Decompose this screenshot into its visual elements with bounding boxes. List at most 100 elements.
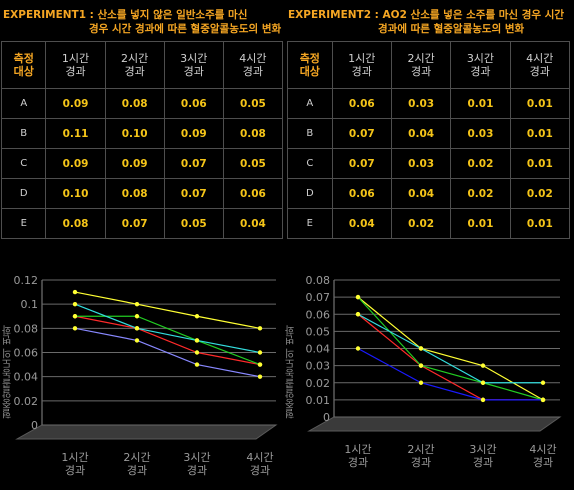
row-label: C [287, 148, 333, 179]
x-tick-label: 3시간 경과 [183, 451, 210, 477]
table-cell: 0.06 [222, 178, 284, 209]
table-cell: 0.02 [450, 178, 511, 209]
table-row: D 0.06 0.04 0.02 0.02 [287, 178, 571, 209]
data-point [418, 363, 424, 368]
series-line [357, 313, 543, 384]
data-point [257, 350, 263, 355]
table-cell: 0.11 [45, 118, 106, 149]
table-cell: 0.01 [450, 208, 511, 239]
x-tick-label: 4시간 경과 [529, 443, 556, 469]
table-row: B 0.11 0.10 0.09 0.08 [0, 118, 284, 149]
x-tick-label: 1시간 경과 [344, 443, 371, 469]
table-cell: 0.09 [163, 118, 224, 149]
table-cell: 0.05 [222, 148, 284, 179]
table-cell: 0.04 [331, 208, 392, 239]
table-row: C 0.09 0.09 0.07 0.05 [0, 148, 284, 179]
data-point [134, 326, 140, 331]
series-line [74, 327, 261, 378]
data-point [480, 363, 486, 368]
table-header-cell: 1시간 경과 [45, 41, 106, 89]
x-tick-label: 1시간 경과 [61, 451, 88, 477]
data-point [355, 312, 361, 317]
experiment1-title: EXPERIMENT1 : 산소를 넣지 않은 일반소주를 마신 경우 시간 경… [3, 8, 281, 36]
data-point [72, 289, 78, 295]
table-cell: 0.01 [509, 118, 571, 149]
x-tick-label: 2시간 경과 [123, 451, 150, 477]
y-tick-label: 0.04 [14, 371, 39, 384]
table-cell: 0.08 [104, 178, 165, 209]
experiment1-title-line2: 경우 시간 경과에 따른 혈중알콜농도의 변화 [89, 23, 282, 35]
table-header-cell: 4시간 경과 [509, 41, 571, 89]
data-point [257, 374, 263, 379]
table-header-row: 측정 대상 1시간 경과 2시간 경과 3시간 경과 4시간 경과 [0, 41, 284, 89]
series-line [74, 303, 261, 354]
data-point [134, 301, 140, 307]
table-header-cell: 측정 대상 [287, 41, 333, 89]
table-row: C 0.07 0.03 0.02 0.01 [287, 148, 571, 179]
row-label: A [287, 88, 333, 119]
table-cell: 0.03 [390, 148, 452, 179]
experiment2-chart: 0 0.01 0.02 0.03 0.04 0.05 0.06 0.07 0.08 1시간 경과 2시… [306, 274, 562, 469]
series-line [357, 347, 543, 401]
table-row: E 0.04 0.02 0.01 0.01 [287, 208, 571, 239]
series-line [74, 291, 261, 329]
y-tick-label: 0.02 [306, 377, 331, 390]
table-row: B 0.07 0.04 0.03 0.01 [287, 118, 571, 149]
row-label: A [0, 88, 47, 119]
y-tick-label: 0 [31, 419, 38, 432]
data-point [257, 326, 263, 331]
table-header-cell: 3시간 경과 [450, 41, 511, 89]
y-tick-label: 0.1 [21, 298, 39, 311]
table-row: A 0.06 0.03 0.01 0.01 [287, 88, 571, 119]
y-tick-label: 0.06 [14, 347, 39, 360]
table-cell: 0.04 [222, 208, 284, 239]
table-row: A 0.09 0.08 0.06 0.05 [0, 88, 284, 119]
y-tick-label: 0.03 [306, 360, 331, 373]
row-label: E [287, 208, 333, 239]
chart2-ylabel: 혈중알콜농도의 변화 [286, 325, 297, 419]
data-point [134, 338, 140, 343]
data-point [418, 380, 424, 385]
chart-floor [15, 424, 278, 440]
table-header-row: 측정 대상 1시간 경과 2시간 경과 3시간 경과 4시간 경과 [287, 41, 571, 89]
table-cell: 0.04 [390, 118, 452, 149]
table-cell: 0.08 [104, 88, 165, 119]
row-label: B [287, 118, 333, 149]
table-cell: 0.07 [104, 208, 165, 239]
data-point [72, 301, 78, 307]
y-tick-label: 0.04 [306, 343, 331, 356]
table-cell: 0.02 [509, 178, 571, 209]
table-row: D 0.10 0.08 0.07 0.06 [0, 178, 284, 209]
series-line [74, 315, 261, 366]
row-label: D [0, 178, 47, 209]
data-point [194, 350, 200, 355]
data-point [134, 314, 140, 319]
table-header-cell: 1시간 경과 [331, 41, 392, 89]
row-label: B [0, 118, 47, 149]
chart1-ylabel: 혈중알콜농도의 변화 [3, 325, 14, 419]
table-cell: 0.06 [331, 178, 392, 209]
table-cell: 0.09 [45, 88, 106, 119]
data-point [257, 362, 263, 367]
table-row: E 0.08 0.07 0.05 0.04 [0, 208, 284, 239]
table-cell: 0.06 [163, 88, 224, 119]
data-point [194, 362, 200, 367]
table-cell: 0.07 [163, 148, 224, 179]
row-label: E [0, 208, 47, 239]
data-point [72, 326, 78, 331]
table-header-cell: 2시간 경과 [390, 41, 452, 89]
table-cell: 0.02 [390, 208, 452, 239]
y-tick-label: 0.01 [306, 394, 331, 407]
table-cell: 0.10 [104, 118, 165, 149]
table-cell: 0.09 [104, 148, 165, 179]
data-point [355, 294, 361, 300]
y-tick-label: 0.05 [306, 325, 331, 338]
row-label: C [0, 148, 47, 179]
x-tick-label: 4시간 경과 [246, 451, 273, 477]
experiment1-title-line1: EXPERIMENT1 : 산소를 넣지 않은 일반소주를 마신 [3, 9, 248, 21]
experiment2-table: 측정 대상 1시간 경과 2시간 경과 3시간 경과 4시간 경과 A 0.06 0.03 0.… [287, 41, 571, 239]
data-point [355, 346, 361, 351]
chart-floor [307, 416, 562, 432]
y-tick-label: 0.08 [14, 322, 39, 335]
data-point [480, 397, 486, 403]
